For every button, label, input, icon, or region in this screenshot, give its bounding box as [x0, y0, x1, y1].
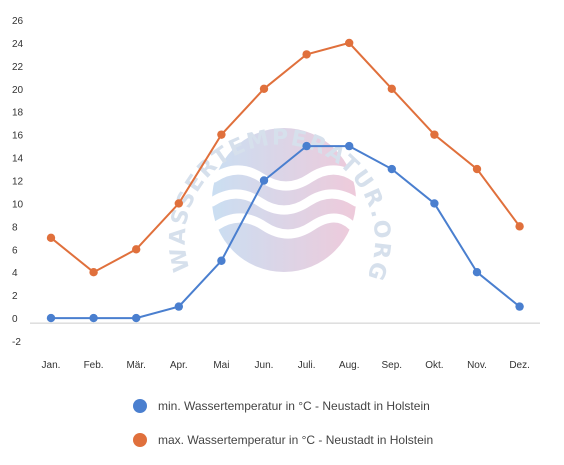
x-tick-label: Aug. — [339, 360, 360, 371]
data-point — [302, 141, 311, 151]
y-tick-label: 24 — [12, 39, 24, 50]
data-point — [430, 199, 439, 208]
y-tick-label: 2 — [12, 291, 18, 302]
watermark-logo: WASSERTEMPERATUR.ORG — [166, 126, 393, 286]
data-point — [217, 256, 226, 265]
data-point — [132, 313, 141, 323]
legend: min. Wassertemperatur in °C - Neustadt i… — [133, 399, 433, 447]
data-point — [387, 84, 396, 93]
legend-label: max. Wassertemperatur in °C - Neustadt i… — [158, 433, 433, 447]
data-point — [46, 233, 56, 243]
data-point — [132, 245, 141, 254]
x-tick-label: Apr. — [170, 360, 188, 371]
data-point — [89, 268, 98, 277]
data-point — [217, 130, 226, 139]
data-point — [345, 38, 354, 48]
series-layer — [46, 38, 524, 323]
y-tick-label: 12 — [12, 177, 24, 188]
x-tick-label: Jun. — [255, 360, 274, 371]
y-tick-label: 6 — [12, 245, 18, 256]
y-tick-label: 8 — [12, 222, 18, 233]
data-point — [259, 176, 269, 185]
data-point — [472, 164, 482, 174]
data-point — [515, 302, 524, 311]
legend-marker — [133, 399, 147, 413]
x-tick-label: Mär. — [126, 360, 145, 371]
x-tick-label: Mai — [213, 360, 229, 371]
y-tick-label: 16 — [12, 131, 24, 142]
series-line — [50, 41, 521, 274]
data-point — [259, 84, 269, 93]
x-tick-label: Sep. — [382, 360, 403, 371]
x-tick-label: Okt. — [425, 360, 443, 371]
data-point — [387, 164, 396, 174]
y-tick-label: -2 — [12, 337, 21, 348]
data-point — [515, 222, 524, 231]
legend-marker — [133, 433, 147, 447]
x-tick-label: Nov. — [467, 360, 487, 371]
data-point — [46, 313, 56, 323]
data-point — [345, 141, 354, 151]
x-tick-label: Juli. — [298, 360, 316, 371]
data-point — [174, 199, 183, 208]
y-tick-label: 22 — [12, 62, 24, 73]
legend-item: max. Wassertemperatur in °C - Neustadt i… — [133, 433, 433, 447]
x-tick-label: Dez. — [509, 360, 530, 371]
y-tick-label: 14 — [12, 154, 24, 165]
y-tick-label: 10 — [12, 199, 24, 210]
x-axis-ticks: Jan. Feb. Mär. Apr. Mai Jun. Juli. Aug. Sep. Okt.… — [42, 360, 530, 371]
legend-item: min. Wassertemperatur in °C - Neustadt i… — [133, 399, 430, 413]
y-tick-label: 26 — [12, 16, 24, 27]
data-point — [302, 50, 311, 59]
y-tick-label: 4 — [12, 268, 18, 279]
data-point — [89, 313, 98, 323]
x-tick-label: Jan. — [42, 360, 61, 371]
legend-label: min. Wassertemperatur in °C - Neustadt i… — [158, 399, 430, 413]
series-line — [51, 145, 521, 320]
series-1 — [46, 141, 524, 323]
data-point — [430, 130, 439, 139]
y-tick-label: 20 — [12, 85, 24, 96]
y-tick-label: 18 — [12, 108, 24, 119]
y-tick-label: 0 — [12, 314, 18, 325]
x-tick-label: Feb. — [84, 360, 104, 371]
series-2 — [46, 38, 524, 277]
data-point — [472, 268, 482, 277]
data-point — [174, 302, 183, 311]
